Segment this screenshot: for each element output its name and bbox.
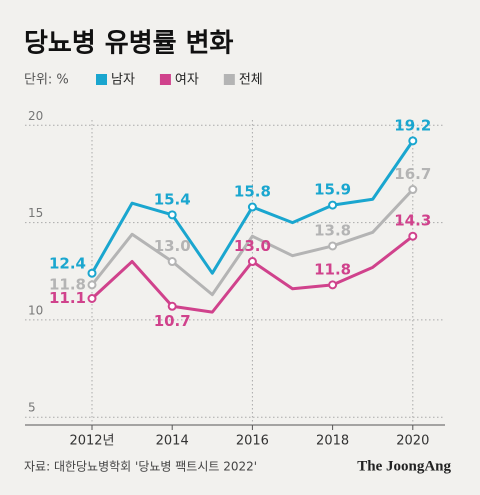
legend-swatch — [96, 74, 107, 85]
x-tick-label: 2012년 — [69, 434, 114, 449]
value-label: 16.7 — [394, 165, 431, 183]
point — [328, 280, 338, 290]
value-label: 15.8 — [234, 183, 271, 201]
point — [167, 301, 177, 311]
legend-label: 전체 — [239, 73, 263, 88]
value-label: 15.4 — [154, 190, 191, 208]
x-tick-label: 2020 — [396, 434, 429, 449]
x-tick-label: 2016 — [236, 434, 269, 449]
legend-swatch — [159, 74, 171, 85]
point — [87, 294, 97, 304]
point — [328, 200, 338, 210]
point — [87, 268, 97, 278]
legend-label: 남자 — [111, 73, 135, 88]
x-tick-label: 2014 — [156, 434, 189, 449]
series-line — [90, 188, 414, 297]
point — [408, 231, 418, 241]
y-tick-label: 15 — [28, 206, 43, 220]
value-label: 13.8 — [314, 221, 351, 239]
x-tick-label: 2018 — [316, 434, 349, 449]
source: 자료: 대한당뇨병학회 '당뇨병 팩트시트 2022' — [24, 460, 257, 474]
legend: 남자 여자 전체 — [96, 73, 263, 88]
point — [408, 185, 418, 195]
value-label: 19.2 — [394, 116, 431, 134]
point — [167, 257, 177, 267]
value-label: 11.8 — [314, 260, 351, 278]
point — [87, 280, 97, 290]
value-label: 11.1 — [49, 289, 86, 307]
logo: The JoongAng — [357, 458, 451, 474]
point — [247, 202, 257, 212]
legend-swatch — [223, 74, 235, 85]
value-label: 13.0 — [154, 237, 191, 255]
y-tick-label: 5 — [28, 401, 36, 415]
point — [328, 241, 338, 251]
point — [167, 210, 177, 220]
value-label: 13.0 — [234, 237, 271, 255]
value-label: 10.7 — [154, 312, 191, 330]
point — [408, 136, 418, 146]
y-tick-label: 20 — [28, 109, 43, 123]
value-label: 14.3 — [394, 212, 431, 230]
point — [247, 257, 257, 267]
value-label: 12.4 — [49, 255, 86, 273]
value-label: 15.9 — [314, 181, 351, 199]
legend-label: 여자 — [175, 73, 199, 88]
chart-title: 당뇨병 유병률 변화 — [24, 29, 234, 59]
value-label: 11.8 — [49, 275, 86, 293]
unit-label: 단위: % — [24, 73, 69, 88]
y-tick-label: 10 — [28, 303, 43, 317]
